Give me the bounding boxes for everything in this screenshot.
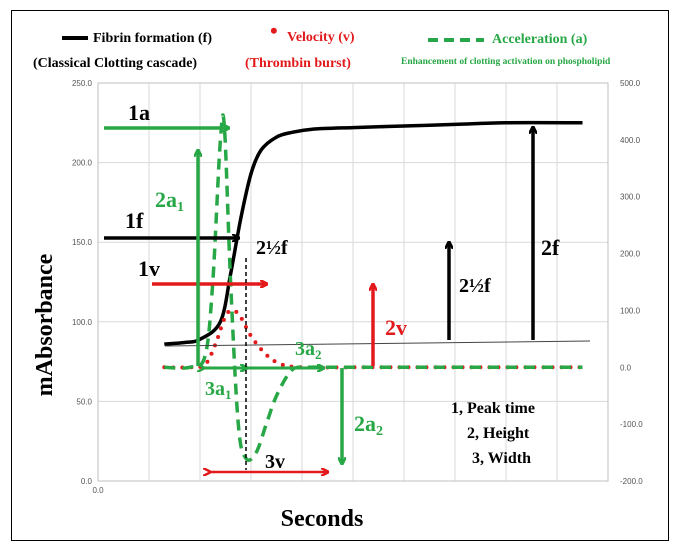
label-3a2: 3a2 (295, 338, 322, 362)
label-2a1: 2a1 (155, 187, 184, 215)
label-half-f-2: 2½f (459, 275, 491, 297)
legend-acceleration: Acceleration (a) (492, 32, 588, 47)
y-left-tick-label: 0.0 (81, 477, 93, 486)
x-tick-label: 0.0 (92, 486, 104, 495)
key-height: 2, Height (467, 425, 530, 442)
label-2f: 2f (541, 235, 560, 260)
annotation-arrows (104, 128, 533, 472)
plot-border (97, 82, 609, 482)
tick-labels: 0.0 50.0 100.0 150.0 200.0 250.0 -200.0 -100.0 0… (72, 79, 643, 495)
y-axis-label: mAbsorbance (32, 253, 58, 396)
baseline-line (164, 340, 591, 347)
y-left-tick-label: 150.0 (72, 238, 93, 247)
label-1a: 1a (128, 100, 150, 125)
y-left-tick-label: 200.0 (72, 159, 93, 168)
label-2a2: 2a2 (354, 411, 383, 439)
y-left-tick-label: 50.0 (76, 397, 92, 406)
series-line-acceleration (164, 113, 583, 462)
key-peak-time: 1, Peak time (451, 400, 535, 417)
y-right-tick-label: 200.0 (620, 250, 641, 259)
y-right-tick-label: 0.0 (620, 363, 632, 372)
grid (97, 82, 609, 482)
y-right-tick-label: -200.0 (620, 477, 643, 486)
label-1v: 1v (138, 256, 160, 281)
x-axis-label: Seconds (281, 506, 364, 532)
label-2v: 2v (385, 315, 407, 340)
y-right-tick-label: 500.0 (620, 79, 641, 88)
y-right-tick-label: -100.0 (620, 420, 643, 429)
series-line-fibrin-formation (164, 120, 583, 346)
legend-fibrin: Fibrin formation (f) (93, 31, 212, 46)
legend-classical: (Classical Clotting cascade) (33, 56, 197, 71)
legend-velocity: Velocity (v) (287, 30, 355, 45)
y-right-tick-label: 100.0 (620, 306, 641, 315)
legend-thrombin: (Thrombin burst) (245, 56, 351, 71)
chart-frame (11, 10, 669, 541)
label-3a1: 3a1 (205, 378, 232, 402)
label-half-f: 2½f (256, 237, 288, 259)
series (162, 113, 585, 462)
key-width: 3, Width (472, 450, 531, 467)
y-left-tick-label: 250.0 (72, 79, 93, 88)
legend-swatch-velocity: • (270, 18, 278, 43)
y-left-tick-label: 100.0 (72, 318, 93, 327)
y-right-tick-label: 300.0 (620, 193, 641, 202)
label-1f: 1f (125, 208, 144, 233)
label-3v: 3v (265, 451, 285, 473)
y-right-tick-label: 400.0 (620, 136, 641, 145)
legend-enhancement: Enhancement of clotting activation on ph… (401, 57, 611, 67)
